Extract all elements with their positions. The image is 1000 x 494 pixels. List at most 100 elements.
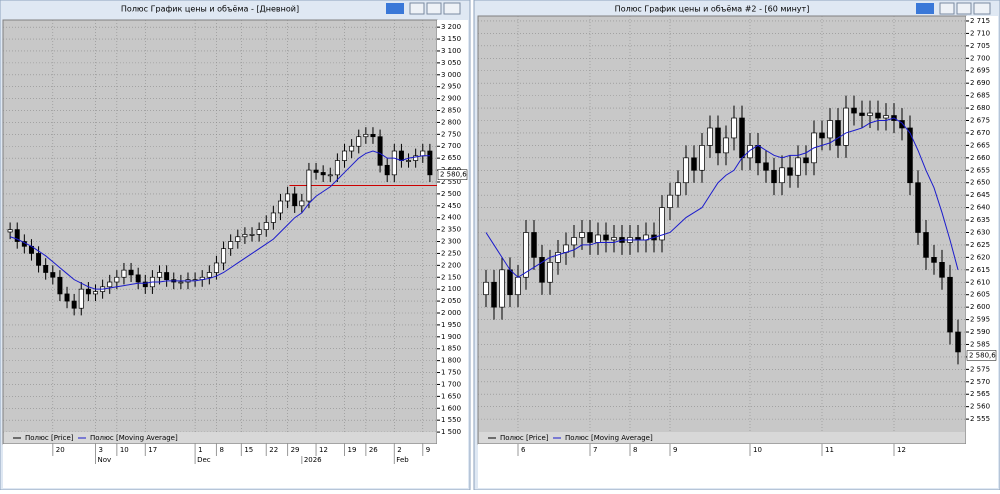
candle-body bbox=[221, 248, 227, 264]
y-tick-label: 1 800 bbox=[441, 357, 461, 365]
y-tick-label: 1 900 bbox=[441, 333, 461, 341]
y-tick-label: 2 675 bbox=[970, 117, 990, 125]
y-tick-label: 1 750 bbox=[441, 369, 461, 377]
candle-body bbox=[507, 269, 513, 296]
candle-body bbox=[78, 288, 84, 309]
y-tick-label: 3 200 bbox=[441, 23, 461, 31]
legend-label: Полюс [Price] bbox=[25, 434, 74, 442]
y-tick-label: 2 400 bbox=[441, 214, 461, 222]
y-tick-label: 2 800 bbox=[441, 118, 461, 126]
y-tick-label: 2 050 bbox=[441, 297, 461, 305]
candle-body bbox=[571, 237, 577, 246]
month-label: Nov bbox=[97, 456, 111, 464]
axis-area bbox=[966, 16, 998, 444]
x-tick-label: 10 bbox=[753, 446, 762, 454]
y-tick-label: 2 560 bbox=[970, 403, 990, 411]
close-button[interactable] bbox=[443, 2, 461, 15]
candle-body bbox=[603, 234, 609, 241]
candle-body bbox=[391, 150, 397, 176]
candle-body bbox=[795, 157, 801, 176]
candle-body bbox=[206, 272, 212, 278]
date-area bbox=[478, 444, 998, 488]
candle-body bbox=[164, 272, 170, 280]
moving-average-line bbox=[9, 150, 430, 290]
y-tick-label: 2 150 bbox=[441, 273, 461, 281]
axis-area bbox=[437, 20, 468, 444]
candle-body bbox=[683, 157, 689, 184]
candle-body bbox=[384, 164, 390, 176]
candle-body bbox=[675, 182, 681, 196]
candle-body bbox=[771, 169, 777, 184]
y-tick-label: 2 645 bbox=[970, 191, 990, 199]
candle-body bbox=[835, 120, 841, 146]
candle-body bbox=[659, 207, 665, 241]
y-tick-label: 2 590 bbox=[970, 328, 990, 336]
candle-body bbox=[292, 193, 298, 207]
y-tick-label: 2 680 bbox=[970, 104, 990, 112]
candle-body bbox=[803, 157, 809, 164]
candle-body bbox=[114, 276, 120, 283]
candle-body bbox=[57, 276, 63, 295]
candle-body bbox=[356, 136, 362, 147]
candle-body bbox=[483, 281, 489, 296]
y-tick-label: 2 650 bbox=[970, 179, 990, 187]
candle-body bbox=[213, 262, 219, 273]
candle-body bbox=[899, 120, 905, 129]
x-tick-label: 10 bbox=[120, 446, 129, 454]
candle-body bbox=[93, 291, 98, 295]
candle-body bbox=[931, 257, 937, 263]
x-tick-label: 26 bbox=[369, 446, 378, 454]
candle-body bbox=[531, 232, 537, 258]
window-title: Полюс График цены и объёма - [Дневной] bbox=[121, 5, 299, 14]
close-button[interactable] bbox=[973, 2, 991, 15]
month-label: Dec bbox=[197, 456, 211, 464]
y-tick-label: 1 550 bbox=[441, 416, 461, 424]
minimize-button[interactable] bbox=[409, 2, 425, 15]
y-tick-label: 3 100 bbox=[441, 47, 461, 55]
candle-body bbox=[691, 157, 697, 171]
pin-button[interactable] bbox=[916, 3, 934, 14]
y-tick-label: 2 750 bbox=[441, 130, 461, 138]
candle-body bbox=[107, 281, 113, 288]
plot-area bbox=[477, 15, 967, 445]
y-tick-label: 1 500 bbox=[441, 428, 461, 436]
x-tick-label: 8 bbox=[219, 446, 223, 454]
y-tick-label: 1 700 bbox=[441, 380, 461, 388]
plot-area bbox=[2, 19, 438, 445]
candle-body bbox=[915, 182, 921, 233]
x-tick-label: 12 bbox=[319, 446, 328, 454]
candle-body bbox=[327, 174, 333, 177]
maximize-button[interactable] bbox=[956, 2, 972, 15]
y-tick-label: 2 585 bbox=[970, 340, 990, 348]
candle-body bbox=[71, 300, 77, 309]
y-tick-label: 2 685 bbox=[970, 92, 990, 100]
y-tick-label: 2 695 bbox=[970, 67, 990, 75]
maximize-button[interactable] bbox=[426, 2, 442, 15]
candle-body bbox=[50, 272, 56, 278]
y-tick-label: 2 610 bbox=[970, 278, 990, 286]
candle-body bbox=[270, 212, 276, 223]
legend bbox=[479, 432, 965, 443]
minimize-button[interactable] bbox=[939, 2, 955, 15]
candle-body bbox=[299, 200, 305, 207]
candle-body bbox=[363, 133, 369, 138]
y-tick-label: 2 640 bbox=[970, 204, 990, 212]
x-tick-label: 9 bbox=[673, 446, 677, 454]
y-tick-label: 2 710 bbox=[970, 29, 990, 37]
y-tick-label: 2 500 bbox=[441, 190, 461, 198]
candle-body bbox=[851, 107, 857, 114]
x-tick-label: 9 bbox=[426, 446, 430, 454]
candle-body bbox=[883, 115, 889, 119]
x-tick-label: 20 bbox=[56, 446, 65, 454]
y-tick-label: 2 565 bbox=[970, 390, 990, 398]
pin-button[interactable] bbox=[386, 3, 404, 14]
candle-body bbox=[563, 244, 569, 253]
candle-body bbox=[499, 269, 505, 308]
candle-body bbox=[256, 229, 262, 235]
y-tick-label: 2 555 bbox=[970, 415, 990, 423]
candle-body bbox=[121, 269, 127, 278]
y-tick-label: 2 700 bbox=[441, 142, 461, 150]
candle-body bbox=[707, 127, 713, 146]
